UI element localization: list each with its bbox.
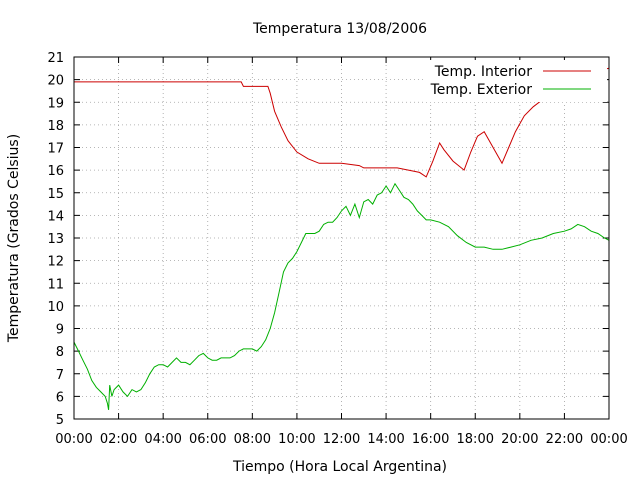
- x-tick-label: 14:00: [367, 432, 404, 447]
- x-tick-label: 06:00: [189, 432, 226, 447]
- y-axis-ticks: 5 6 7 8 9 10 11 12 13 14 15 16 17 18 19 20 21: [47, 51, 609, 428]
- y-tick-label: 19: [47, 96, 64, 111]
- legend: Temp. Interior Temp. Exterior: [425, 60, 607, 102]
- y-tick-label: 16: [47, 164, 64, 179]
- y-tick-label: 21: [47, 51, 64, 66]
- y-axis-title: Temperatura (Grados Celsius): [6, 134, 22, 343]
- y-tick-label: 6: [56, 390, 64, 405]
- x-axis-ticks: 00:00 02:00 04:00 06:00 08:00 10:00 12:00 14:00…: [55, 57, 628, 447]
- y-tick-label: 5: [56, 413, 64, 428]
- series-line-exterior: [73, 182, 610, 410]
- x-tick-label: 02:00: [100, 432, 137, 447]
- y-tick-label: 7: [56, 368, 64, 383]
- series-lines: [73, 67, 610, 410]
- y-tick-label: 9: [56, 323, 64, 338]
- x-tick-label: 22:00: [546, 432, 583, 447]
- y-tick-label: 20: [47, 74, 64, 89]
- chart-title: Temperatura 13/08/2006: [252, 21, 427, 37]
- x-tick-label: 08:00: [234, 432, 271, 447]
- y-tick-label: 11: [47, 277, 64, 292]
- y-tick-label: 18: [47, 119, 64, 134]
- y-tick-label: 17: [47, 142, 64, 157]
- legend-label-exterior: Temp. Exterior: [430, 82, 533, 98]
- legend-label-interior: Temp. Interior: [434, 64, 533, 80]
- x-tick-label: 18:00: [457, 432, 494, 447]
- legend-background: [425, 60, 607, 102]
- y-tick-label: 13: [47, 232, 64, 247]
- x-tick-label: 16:00: [412, 432, 449, 447]
- y-tick-label: 14: [47, 209, 64, 224]
- grid-lines: [74, 57, 609, 419]
- x-tick-label: 00:00: [55, 432, 92, 447]
- y-tick-label: 15: [47, 187, 64, 202]
- x-tick-label: 04:00: [144, 432, 181, 447]
- y-tick-label: 10: [47, 300, 64, 315]
- x-tick-label: 10:00: [278, 432, 315, 447]
- x-tick-label: 00:00: [590, 432, 627, 447]
- x-tick-label: 12:00: [323, 432, 360, 447]
- x-axis-title: Tiempo (Hora Local Argentina): [232, 459, 447, 475]
- x-tick-label: 20:00: [501, 432, 538, 447]
- plot-frame: [73, 56, 610, 420]
- y-tick-label: 8: [56, 345, 64, 360]
- y-tick-label: 12: [47, 255, 64, 270]
